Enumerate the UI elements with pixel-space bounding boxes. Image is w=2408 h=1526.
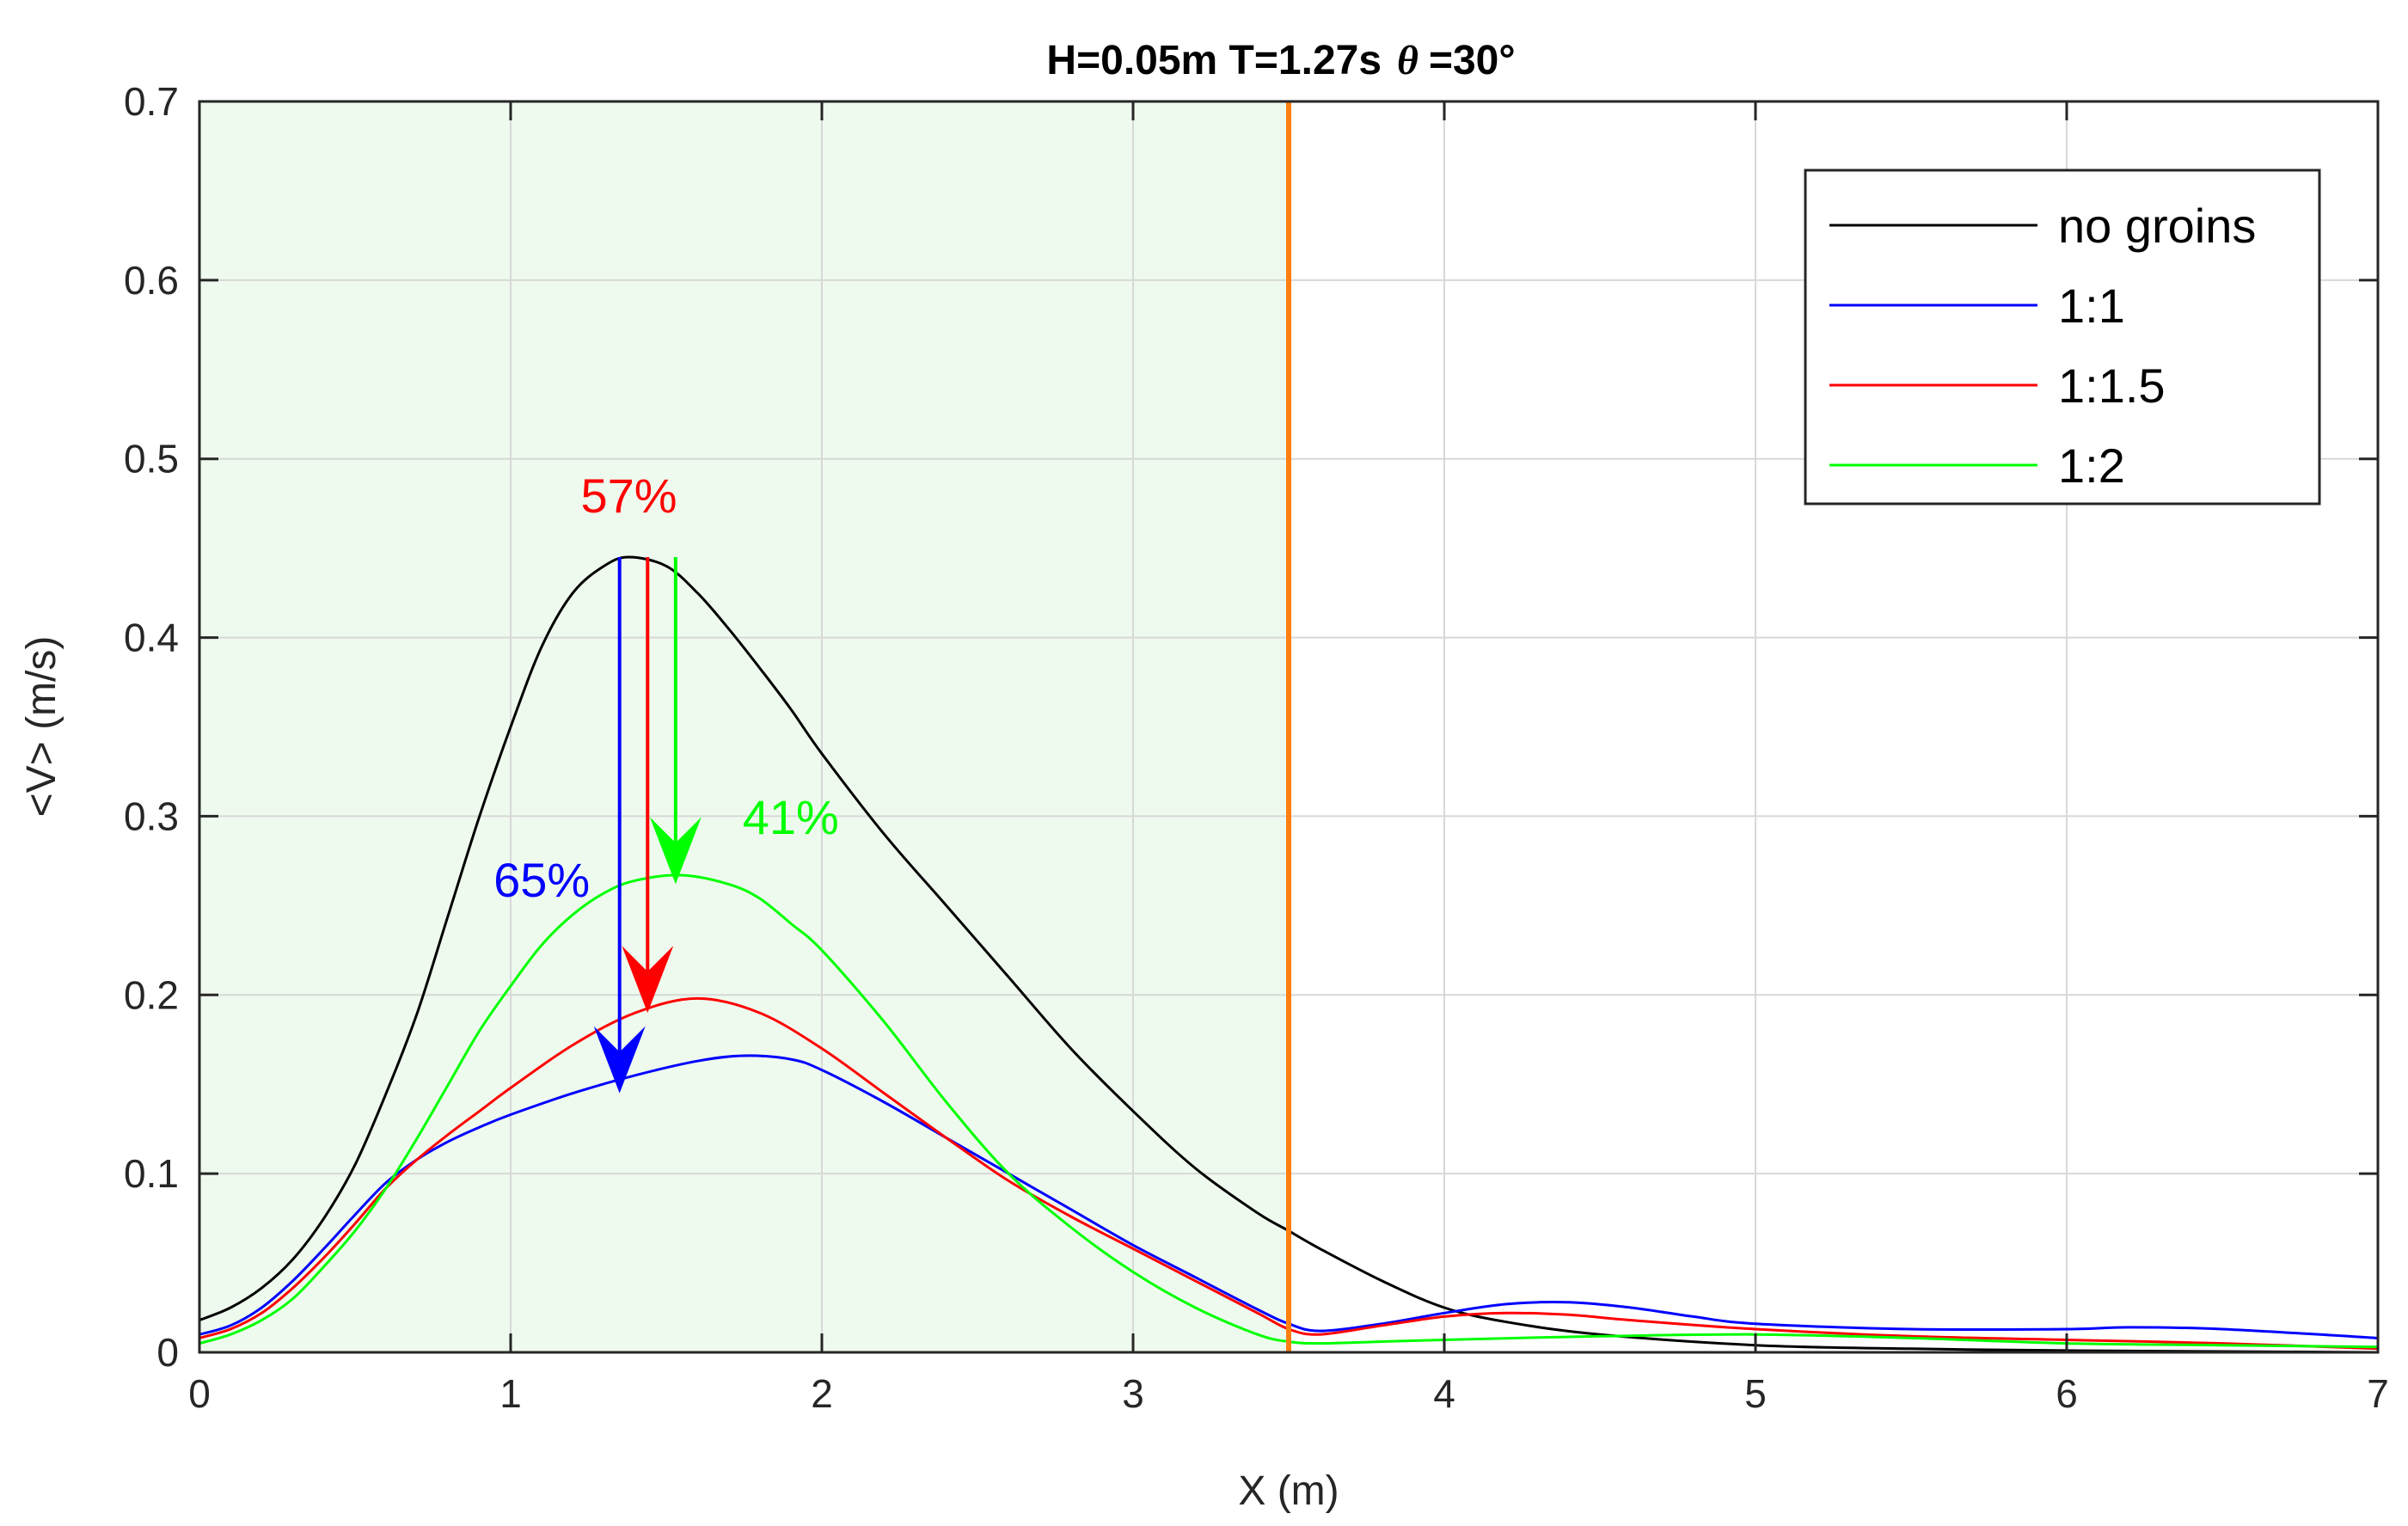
- annotation-arrow-head: [622, 946, 674, 1014]
- legend-label-3: 1:1.5: [2058, 359, 2166, 413]
- shaded-region: [199, 101, 1289, 1352]
- annotation-label-2: 57%: [581, 469, 677, 523]
- x-tick-label: 1: [499, 1371, 522, 1416]
- annotation-arrow-1: [593, 557, 646, 1094]
- x-tick-label: 7: [2367, 1371, 2389, 1416]
- ticks: [198, 100, 2380, 1354]
- y-tick-label: 0.3: [124, 794, 179, 838]
- y-tick-labels: 0 0.1 0.2 0.3 0.4 0.5 0.6 0.7: [124, 79, 179, 1375]
- y-tick-label: 0: [156, 1330, 179, 1375]
- chart-title: H=0.05m T=1.27s θ =30°: [1046, 38, 1515, 83]
- annotation-arrow-2: [622, 557, 674, 1014]
- y-tick-label: 0.6: [124, 258, 179, 303]
- legend-label-4: 1:2: [2058, 438, 2125, 493]
- x-tick-label: 5: [1744, 1371, 1767, 1416]
- annotation-arrow-head: [649, 817, 702, 885]
- plot-frame: [198, 100, 2380, 1354]
- x-axis-label: X (m): [1238, 1468, 1339, 1514]
- series-line-4: [199, 873, 2379, 1349]
- chart-title-theta: θ: [1397, 38, 1418, 83]
- x-tick-label: 2: [811, 1371, 833, 1416]
- y-axis-label: <V> (m/s): [19, 636, 64, 818]
- series-line-1: [199, 555, 2379, 1354]
- chart-title-theta-value: =30°: [1429, 38, 1516, 83]
- y-tick-label: 0.7: [124, 79, 179, 124]
- series-lines: [199, 555, 2379, 1354]
- x-tick-label: 6: [2056, 1371, 2078, 1416]
- chart-title-main: H=0.05m T=1.27s: [1046, 38, 1382, 83]
- x-tick-label: 4: [1433, 1371, 1455, 1416]
- legend-label-2: 1:1: [2058, 279, 2125, 333]
- annotation-label-3: 41%: [743, 790, 839, 844]
- x-tick-label: 0: [188, 1371, 211, 1416]
- y-tick-label: 0.5: [124, 437, 179, 481]
- x-tick-label: 3: [1122, 1371, 1144, 1416]
- annotation-arrow-head: [593, 1026, 646, 1094]
- legend-label-1: no groins: [2058, 199, 2256, 253]
- y-tick-label: 0.4: [124, 616, 179, 660]
- y-tick-label: 0.1: [124, 1151, 179, 1196]
- y-tick-label: 0.2: [124, 972, 179, 1017]
- legend: no groins 1:1 1:1.5 1:2: [1804, 169, 2321, 506]
- annotation-arrow-3: [649, 557, 702, 885]
- annotations: 65% 57% 41%: [493, 469, 839, 1094]
- annotation-label-1: 65%: [493, 853, 590, 907]
- x-tick-labels: 0 1 2 3 4 5 6 7: [188, 1371, 2389, 1416]
